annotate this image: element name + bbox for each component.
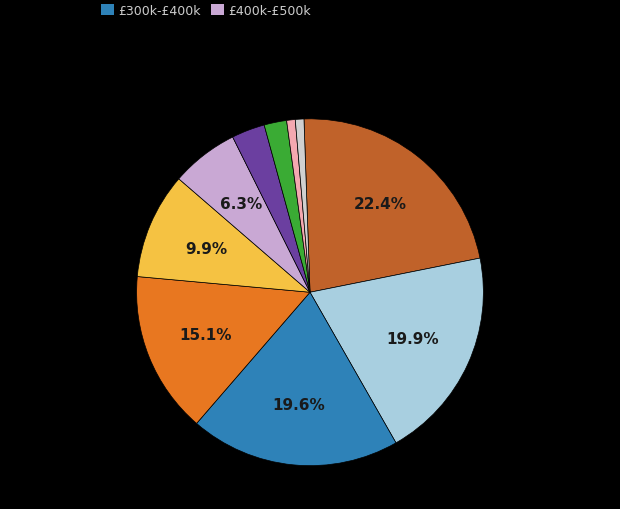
- Legend: £200k-£250k, £250k-£300k, £300k-£400k, £150k-£200k, £100k-£150k, £400k-£500k, £5: £200k-£250k, £250k-£300k, £300k-£400k, £…: [96, 0, 524, 23]
- Wedge shape: [295, 120, 310, 293]
- Wedge shape: [136, 277, 310, 423]
- Text: 9.9%: 9.9%: [185, 241, 228, 256]
- Wedge shape: [304, 120, 480, 293]
- Text: 22.4%: 22.4%: [353, 197, 406, 212]
- Text: 6.3%: 6.3%: [219, 196, 262, 211]
- Wedge shape: [286, 120, 310, 293]
- Text: 19.6%: 19.6%: [273, 397, 326, 412]
- Wedge shape: [232, 126, 310, 293]
- Wedge shape: [179, 138, 310, 293]
- Text: 19.9%: 19.9%: [386, 332, 439, 347]
- Wedge shape: [264, 121, 310, 293]
- Wedge shape: [197, 293, 396, 466]
- Text: 15.1%: 15.1%: [179, 327, 232, 342]
- Wedge shape: [310, 259, 484, 443]
- Wedge shape: [137, 180, 310, 293]
